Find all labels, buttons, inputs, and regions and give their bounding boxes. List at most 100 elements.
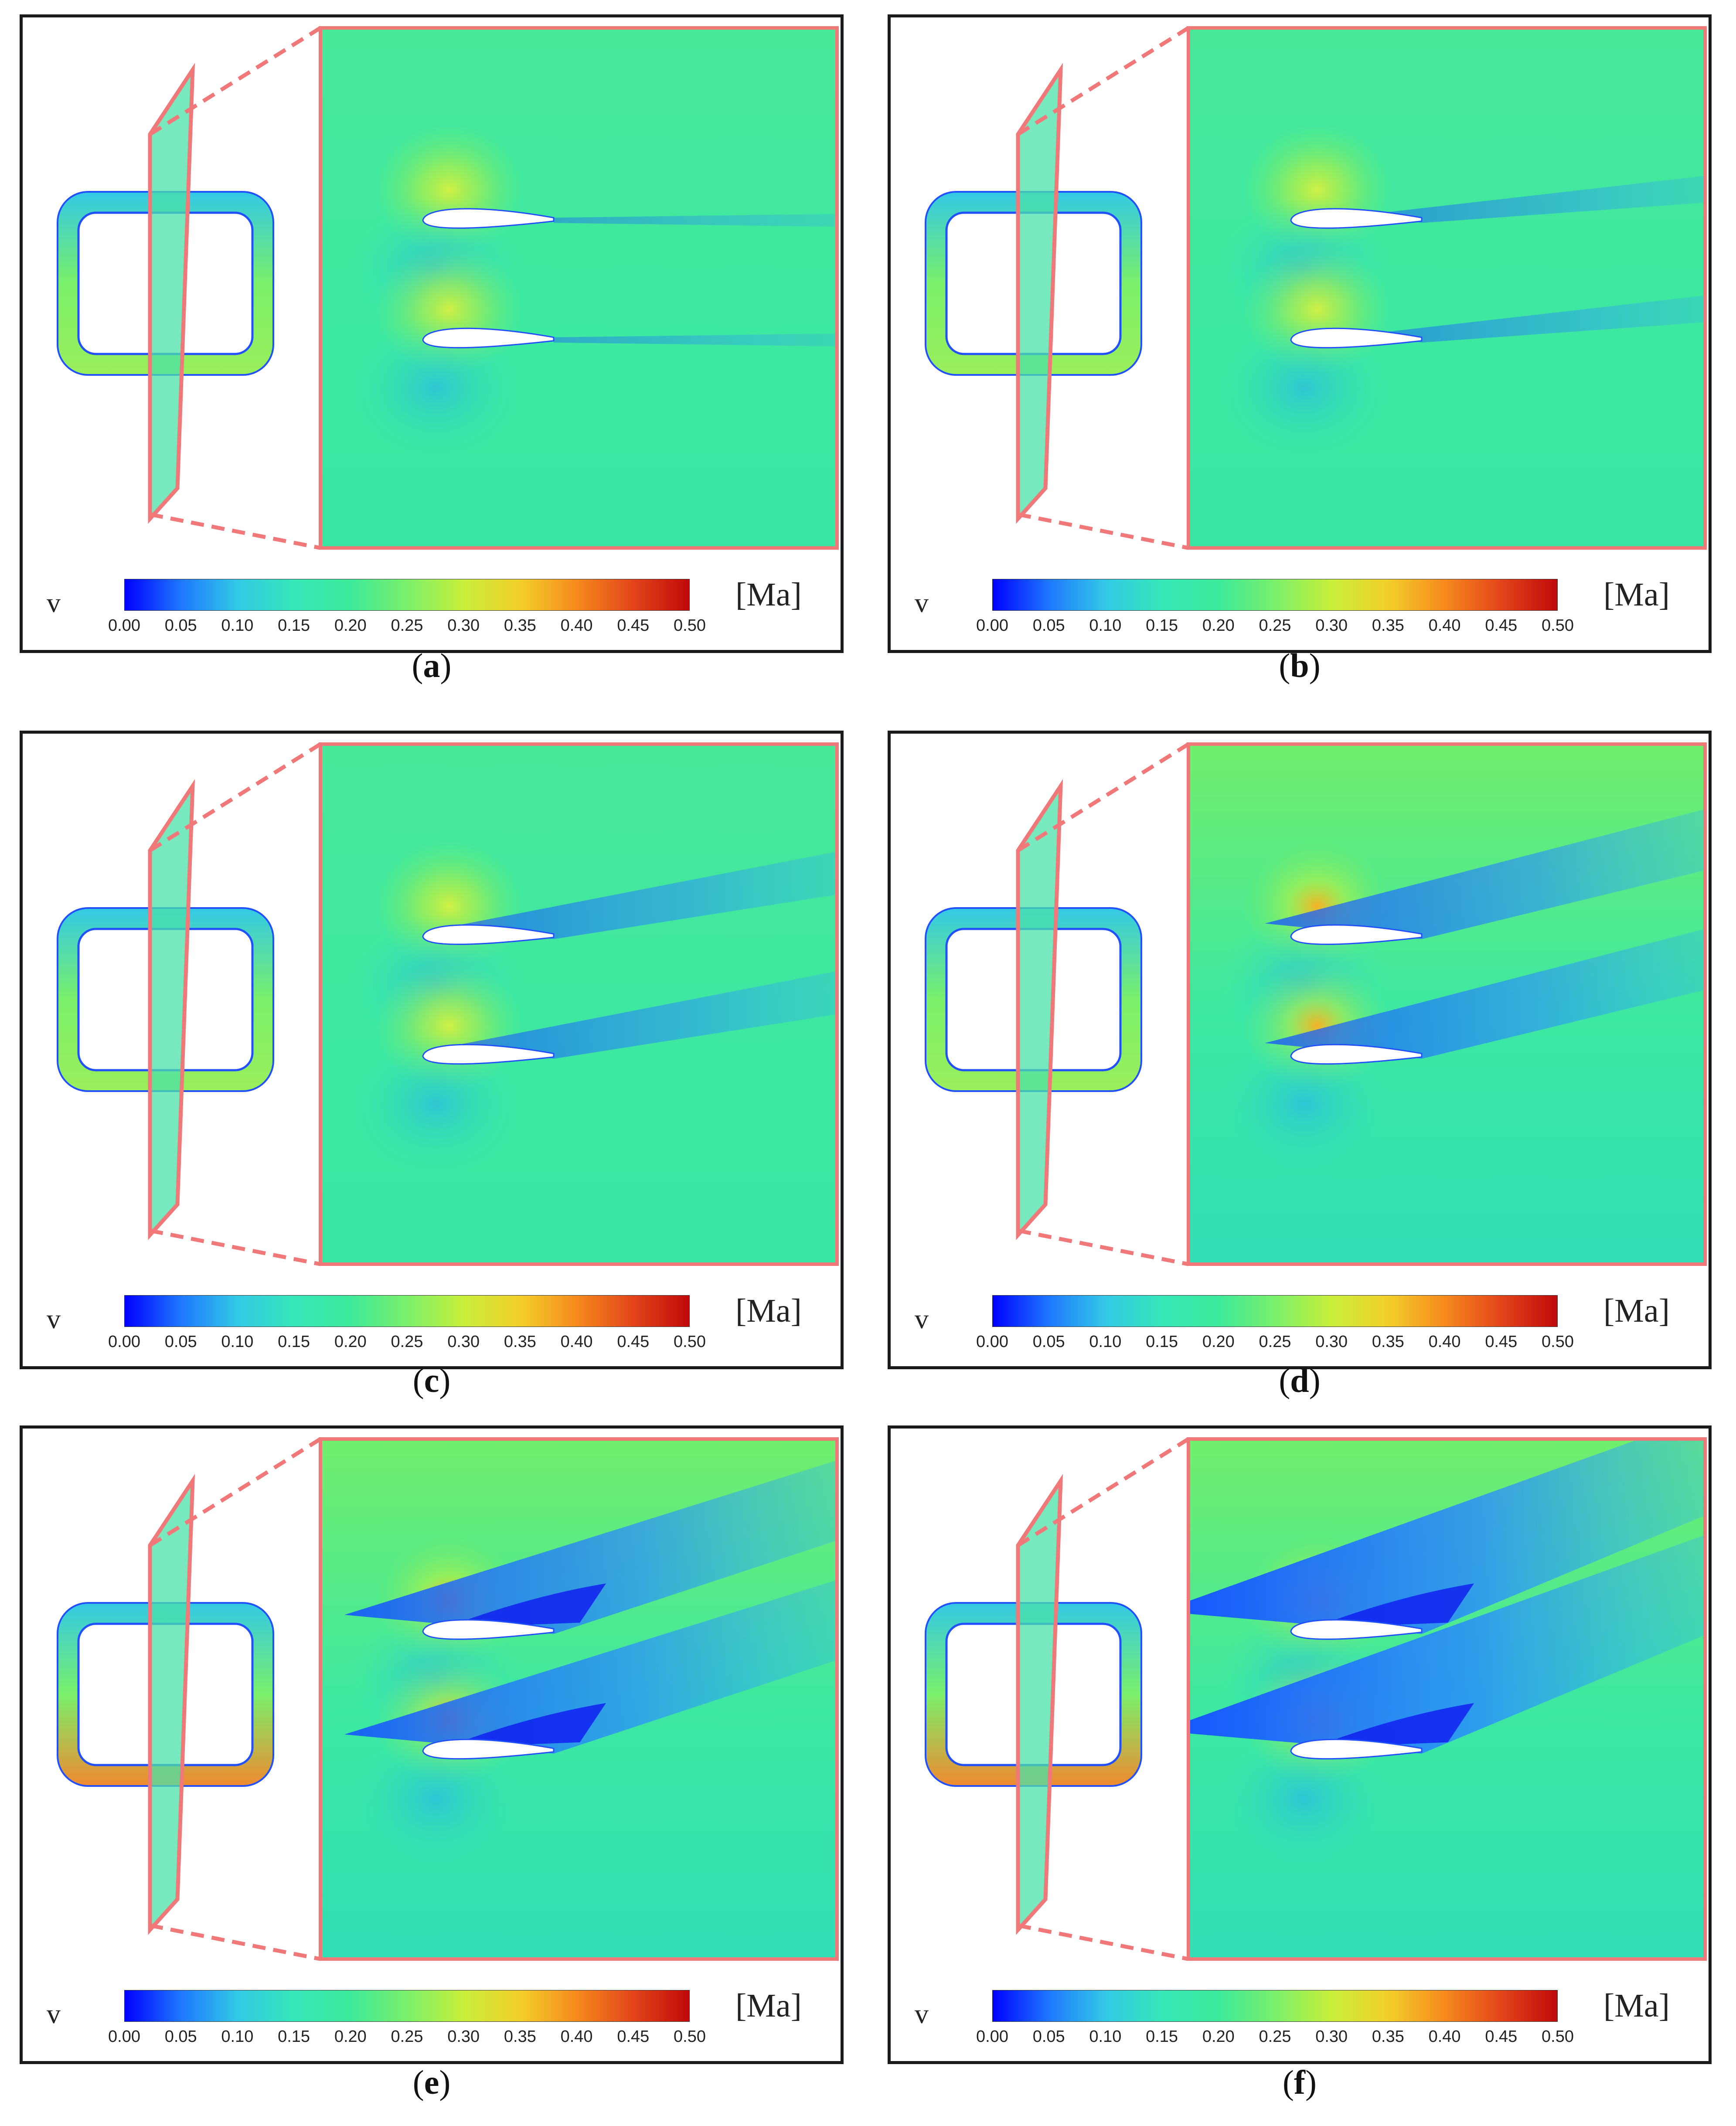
- panel-caption-letter: e: [424, 2063, 439, 2101]
- contour-panel-f: v [Ma] 0.00 0.05 0.10 0.15 0.20 0.25 0.30 0.35 0…: [888, 1425, 1712, 2064]
- airfoil-section: [1290, 1738, 1423, 1760]
- colorbar-tick: 0.35: [1372, 2027, 1404, 2046]
- colorbar-tick: 0.20: [334, 616, 367, 635]
- colorbar-tick: 0.20: [1202, 1333, 1235, 1351]
- colorbar-unit: [Ma]: [1603, 576, 1670, 613]
- colorbar-tick: 0.10: [1089, 2027, 1122, 2046]
- colorbar-unit: [Ma]: [735, 1293, 802, 1329]
- panel-caption-letter: d: [1290, 1361, 1309, 1399]
- colorbar-tick: 0.30: [447, 616, 480, 635]
- colorbar-tick: 0.35: [504, 616, 536, 635]
- panel-caption: (f): [1283, 2063, 1317, 2101]
- colorbar-gradient: [992, 1990, 1558, 2022]
- colorbar-tick: 0.50: [1542, 2027, 1574, 2046]
- airfoil-section: [1290, 1619, 1423, 1640]
- colorbar-tick: 0.10: [221, 616, 254, 635]
- colorbar-tick: 0.30: [447, 1333, 480, 1351]
- colorbar-tick: 0.05: [164, 616, 197, 635]
- contour-panel-a: v [Ma] 0.00 0.05 0.10 0.15 0.20 0.25 0.30 0.35 0…: [20, 14, 844, 653]
- airfoil-section: [422, 327, 555, 349]
- colorbar-tick: 0.40: [1428, 616, 1461, 635]
- colorbar: v [Ma] 0.00 0.05 0.10 0.15 0.20 0.25 0.30 0.35 0…: [23, 1974, 841, 2061]
- airfoil-section: [422, 1738, 555, 1760]
- colorbar-unit: [Ma]: [1603, 1293, 1670, 1329]
- colorbar-tick: 0.40: [560, 616, 593, 635]
- colorbar-ticks: 0.00 0.05 0.10 0.15 0.20 0.25 0.30 0.35 0.40 0.45…: [108, 616, 706, 643]
- colorbar-tick: 0.45: [617, 616, 650, 635]
- slice-plane: [1016, 1474, 1063, 1935]
- colorbar: v [Ma] 0.00 0.05 0.10 0.15 0.20 0.25 0.30 0.35 0…: [891, 1974, 1709, 2061]
- colorbar-tick: 0.20: [1202, 616, 1235, 635]
- colorbar-gradient: [992, 579, 1558, 611]
- colorbar-tick: 0.40: [560, 2027, 593, 2046]
- colorbar-gradient: [124, 1990, 690, 2022]
- colorbar-tick: 0.30: [1315, 616, 1348, 635]
- panel-caption-letter: c: [424, 1361, 439, 1399]
- colorbar-tick: 0.40: [1428, 2027, 1461, 2046]
- airfoil-section: [1290, 208, 1423, 229]
- colorbar-tick: 0.15: [1146, 1333, 1178, 1351]
- colorbar-variable: v: [47, 1303, 61, 1334]
- colorbar: v [Ma] 0.00 0.05 0.10 0.15 0.20 0.25 0.30 0.35 0…: [891, 1279, 1709, 1366]
- colorbar-unit: [Ma]: [735, 1987, 802, 2024]
- slice-plane: [148, 63, 195, 524]
- airfoil-section: [422, 1619, 555, 1640]
- contour-figure: [57, 26, 839, 550]
- contour-figure: [925, 26, 1707, 550]
- colorbar-tick: 0.45: [617, 2027, 650, 2046]
- contour-figure: [57, 742, 839, 1266]
- contour-panel-c: v [Ma] 0.00 0.05 0.10 0.15 0.20 0.25 0.30 0.35 0…: [20, 731, 844, 1369]
- colorbar-variable: v: [915, 587, 929, 618]
- colorbar-tick: 0.45: [617, 1333, 650, 1351]
- colorbar-tick: 0.50: [1542, 616, 1574, 635]
- contour-panel-e: v [Ma] 0.00 0.05 0.10 0.15 0.20 0.25 0.30 0.35 0…: [20, 1425, 844, 2064]
- panel-caption: (d): [1279, 1361, 1321, 1399]
- colorbar-tick: 0.30: [1315, 1333, 1348, 1351]
- colorbar-tick: 0.25: [391, 616, 423, 635]
- colorbar-unit: [Ma]: [1603, 1987, 1670, 2024]
- colorbar-tick: 0.50: [1542, 1333, 1574, 1351]
- slice-plane: [1016, 63, 1063, 524]
- colorbar-tick: 0.20: [334, 1333, 367, 1351]
- colorbar-tick: 0.05: [164, 2027, 197, 2046]
- slice-plane: [148, 779, 195, 1240]
- colorbar-tick: 0.05: [1032, 2027, 1065, 2046]
- colorbar-tick: 0.35: [1372, 1333, 1404, 1351]
- colorbar-tick: 0.20: [334, 2027, 367, 2046]
- colorbar-gradient: [124, 579, 690, 611]
- colorbar-unit: [Ma]: [735, 576, 802, 613]
- colorbar-tick: 0.05: [1032, 616, 1065, 635]
- colorbar-tick: 0.15: [1146, 2027, 1178, 2046]
- colorbar-tick: 0.10: [1089, 616, 1122, 635]
- colorbar-tick: 0.50: [674, 1333, 706, 1351]
- colorbar-ticks: 0.00 0.05 0.10 0.15 0.20 0.25 0.30 0.35 0.40 0.45…: [108, 2027, 706, 2054]
- panel-caption-letter: f: [1294, 2063, 1305, 2101]
- airfoil-section: [422, 208, 555, 229]
- airfoil-section: [1290, 327, 1423, 349]
- colorbar-tick: 0.30: [447, 2027, 480, 2046]
- airfoil-section: [1290, 1044, 1423, 1065]
- slice-plane: [1016, 779, 1063, 1240]
- colorbar-ticks: 0.00 0.05 0.10 0.15 0.20 0.25 0.30 0.35 0.40 0.45…: [108, 1333, 706, 1359]
- colorbar-tick: 0.10: [1089, 1333, 1122, 1351]
- colorbar-tick: 0.25: [1259, 616, 1291, 635]
- colorbar-ticks: 0.00 0.05 0.10 0.15 0.20 0.25 0.30 0.35 0.40 0.45…: [976, 1333, 1574, 1359]
- colorbar-tick: 0.00: [108, 616, 140, 635]
- colorbar-tick: 0.50: [674, 616, 706, 635]
- colorbar-tick: 0.05: [1032, 1333, 1065, 1351]
- panel-caption: (b): [1279, 646, 1321, 684]
- panel-caption: (c): [412, 1361, 451, 1399]
- colorbar-tick: 0.35: [504, 1333, 536, 1351]
- colorbar-ticks: 0.00 0.05 0.10 0.15 0.20 0.25 0.30 0.35 0.40 0.45…: [976, 616, 1574, 643]
- panel-caption-letter: a: [423, 646, 440, 684]
- colorbar-tick: 0.00: [976, 616, 1008, 635]
- colorbar-tick: 0.40: [1428, 1333, 1461, 1351]
- panel-caption: (a): [412, 646, 452, 684]
- colorbar-tick: 0.25: [391, 2027, 423, 2046]
- colorbar-tick: 0.50: [674, 2027, 706, 2046]
- colorbar-tick: 0.10: [221, 2027, 254, 2046]
- contour-figure: [925, 1437, 1707, 1961]
- slice-plane: [148, 1474, 195, 1935]
- colorbar-tick: 0.35: [504, 2027, 536, 2046]
- contour-figure: [925, 742, 1707, 1266]
